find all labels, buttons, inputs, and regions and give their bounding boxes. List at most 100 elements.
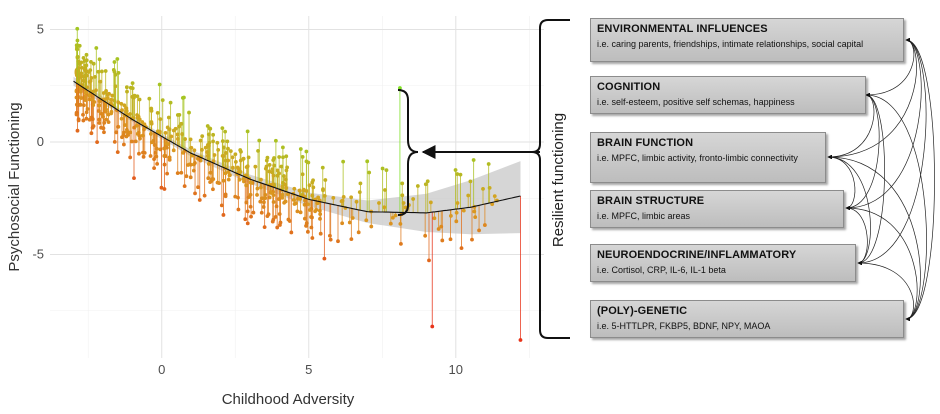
data-point xyxy=(187,110,191,115)
data-point xyxy=(285,165,290,170)
data-point xyxy=(135,94,140,99)
data-point xyxy=(116,124,121,129)
data-point xyxy=(318,216,322,221)
data-point xyxy=(436,227,441,231)
data-point xyxy=(128,130,133,135)
data-point xyxy=(89,131,94,136)
data-point xyxy=(271,217,276,222)
data-point xyxy=(283,182,288,187)
data-point xyxy=(262,225,267,230)
data-point xyxy=(285,192,290,197)
data-point xyxy=(162,187,167,191)
data-point xyxy=(154,154,159,159)
data-point xyxy=(206,143,211,148)
data-point xyxy=(119,101,124,106)
data-point xyxy=(99,69,104,74)
data-point xyxy=(369,224,374,229)
data-point xyxy=(459,246,464,250)
data-point xyxy=(190,153,194,158)
data-point xyxy=(449,214,453,218)
data-point xyxy=(106,120,111,125)
data-point xyxy=(208,180,213,185)
data-point xyxy=(181,150,186,155)
data-points-layer xyxy=(74,26,523,342)
data-point xyxy=(221,213,226,217)
data-point xyxy=(473,215,478,219)
data-point xyxy=(399,242,403,246)
data-point xyxy=(263,196,268,200)
data-point xyxy=(148,154,153,158)
data-point xyxy=(455,172,460,176)
y-tick-label: 5 xyxy=(37,22,44,37)
data-point xyxy=(109,109,114,114)
data-point xyxy=(328,237,333,242)
data-point xyxy=(230,155,235,160)
data-point xyxy=(271,173,276,178)
data-point xyxy=(75,128,80,133)
data-point xyxy=(87,117,92,122)
data-point xyxy=(291,198,296,202)
factor-desc: i.e. Cortisol, CRP, IL-6, IL-1 beta xyxy=(597,265,726,275)
data-point xyxy=(278,220,283,225)
data-point xyxy=(202,193,207,198)
y-axis-label: Psychosocial Functioning xyxy=(6,102,23,271)
data-point xyxy=(486,162,491,166)
data-point xyxy=(120,108,124,113)
data-point xyxy=(179,170,184,175)
data-point xyxy=(310,236,315,240)
data-point xyxy=(253,164,258,169)
data-point xyxy=(282,200,287,205)
data-point xyxy=(423,233,428,238)
data-point xyxy=(318,231,323,236)
data-point xyxy=(336,239,340,244)
data-point xyxy=(358,181,363,186)
data-point xyxy=(245,129,250,134)
data-point xyxy=(89,76,94,80)
data-point xyxy=(273,215,278,219)
data-point xyxy=(235,165,240,170)
data-point xyxy=(267,163,272,167)
data-point xyxy=(300,172,305,177)
data-point xyxy=(203,145,208,150)
data-point xyxy=(226,158,231,163)
data-point xyxy=(307,208,312,212)
data-point xyxy=(102,130,106,135)
data-point xyxy=(105,96,110,100)
data-point xyxy=(163,130,168,135)
data-point xyxy=(77,43,82,48)
data-point xyxy=(115,57,120,61)
data-point xyxy=(198,138,203,143)
data-point xyxy=(304,223,309,228)
data-point xyxy=(160,98,165,103)
data-point xyxy=(273,138,278,143)
data-point xyxy=(466,193,471,198)
data-point xyxy=(393,213,398,218)
data-point xyxy=(84,52,89,57)
data-point xyxy=(233,194,238,199)
data-point xyxy=(116,71,121,75)
data-point xyxy=(221,178,226,183)
data-point xyxy=(454,219,459,224)
data-point xyxy=(98,79,103,84)
data-point xyxy=(454,210,459,215)
data-point xyxy=(226,146,230,151)
x-tick-label: 10 xyxy=(449,362,463,377)
data-point xyxy=(398,86,402,90)
factor-title: BRAIN FUNCTION xyxy=(597,137,694,149)
data-point xyxy=(83,63,88,68)
data-point xyxy=(313,209,317,214)
data-point xyxy=(423,182,428,187)
data-point xyxy=(129,139,134,144)
data-point xyxy=(349,237,354,241)
data-point xyxy=(220,139,225,144)
data-point xyxy=(304,149,309,154)
data-point xyxy=(137,97,142,102)
data-point xyxy=(136,114,141,119)
data-point xyxy=(390,215,395,220)
data-point xyxy=(215,140,220,145)
data-point xyxy=(248,192,253,197)
data-point xyxy=(367,170,372,175)
factor-box-brain-function: BRAIN FUNCTION i.e. MPFC, limbic activit… xyxy=(590,132,826,183)
data-point xyxy=(468,179,473,184)
data-point xyxy=(477,228,481,233)
